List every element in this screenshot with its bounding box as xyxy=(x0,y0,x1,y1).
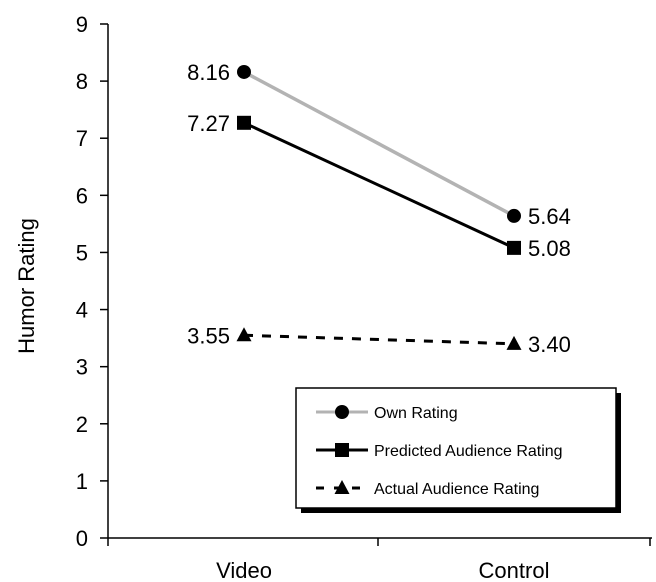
y-tick-label: 8 xyxy=(76,69,88,94)
legend-label-1: Predicted Audience Rating xyxy=(374,443,563,460)
data-label-2-1: 3.40 xyxy=(528,332,571,357)
legend-marker-1 xyxy=(335,443,349,457)
data-label-1-1: 5.08 xyxy=(528,236,571,261)
y-axis-title: Humor Rating xyxy=(14,218,39,354)
data-label-2-0: 3.55 xyxy=(187,323,230,348)
x-category-label: Video xyxy=(216,558,272,582)
series-line-1 xyxy=(243,121,515,250)
legend-label-0: Own Rating xyxy=(374,405,458,422)
series-line-2 xyxy=(243,333,515,346)
data-point-0-1 xyxy=(507,208,521,223)
legend-label-2: Actual Audience Rating xyxy=(374,481,539,498)
x-category-label: Control xyxy=(479,558,550,582)
legend-box xyxy=(295,387,617,509)
data-label-1-0: 7.27 xyxy=(187,111,230,136)
series-line-0 xyxy=(243,70,515,218)
series-layer xyxy=(236,64,522,350)
legend-marker-0 xyxy=(335,405,349,419)
y-tick-label: 2 xyxy=(76,412,88,437)
y-tick-label: 1 xyxy=(76,469,88,494)
y-tick-label: 4 xyxy=(76,298,88,323)
y-tick-label: 5 xyxy=(76,240,88,265)
y-tick-label: 6 xyxy=(76,183,88,208)
data-point-1-1 xyxy=(507,240,521,255)
legend-marker-2 xyxy=(334,480,350,494)
data-label-0-0: 8.16 xyxy=(187,60,230,85)
data-point-2-1 xyxy=(506,335,522,350)
y-tick-label: 3 xyxy=(76,355,88,380)
y-tick-label: 9 xyxy=(76,12,88,37)
data-label-0-1: 5.64 xyxy=(528,204,571,229)
legend: Own Rating Predicted Audience Rating Actua… xyxy=(295,387,621,513)
data-point-2-0 xyxy=(236,327,252,342)
y-tick-label: 7 xyxy=(76,126,88,151)
data-point-1-0 xyxy=(237,115,251,130)
axes: 0 1 2 3 4 5 6 7 8 9 Video Control xyxy=(76,12,652,582)
data-point-0-0 xyxy=(237,64,251,79)
y-tick-label: 0 xyxy=(76,526,88,551)
data-labels: 8.16 5.64 7.27 5.08 3.55 3.40 xyxy=(187,60,571,357)
